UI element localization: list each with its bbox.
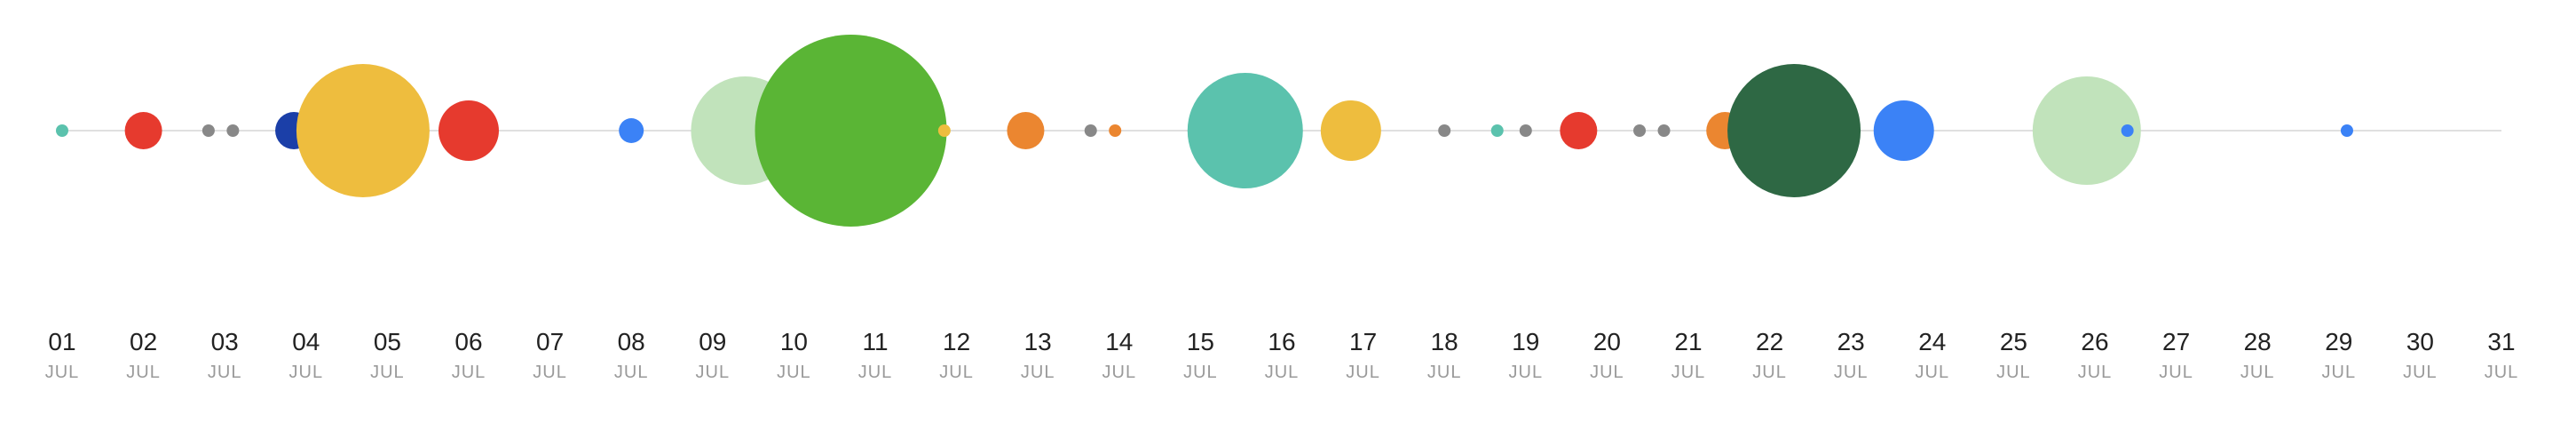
tick-month-label: JUL — [1834, 363, 1869, 382]
bubble-point — [201, 124, 215, 137]
bubble-point — [124, 112, 162, 149]
tick-month-label: JUL — [2403, 363, 2438, 382]
tick-month-label: JUL — [939, 363, 974, 382]
tick-day-label: 19 — [1512, 328, 1539, 355]
tick-month-label: JUL — [1509, 363, 1544, 382]
tick-day-label: 15 — [1187, 328, 1214, 355]
tick-month-label: JUL — [1102, 363, 1137, 382]
bubble-point — [2032, 76, 2141, 185]
tick-day-label: 14 — [1105, 328, 1133, 355]
tick-day-label: 03 — [211, 328, 239, 355]
tick-month-label: JUL — [2159, 363, 2193, 382]
tick-day-label: 02 — [130, 328, 157, 355]
tick-month-label: JUL — [2240, 363, 2275, 382]
tick-day-label: 17 — [1349, 328, 1377, 355]
tick-month-label: JUL — [208, 363, 242, 382]
bubble-point — [1007, 112, 1045, 149]
bubble-point — [937, 124, 951, 137]
tick-day-label: 28 — [2244, 328, 2272, 355]
bubble-point — [755, 35, 947, 227]
tick-month-label: JUL — [533, 363, 567, 382]
bubble-group — [56, 35, 2353, 227]
tick-day-label: 10 — [780, 328, 808, 355]
tick-month-label: JUL — [2485, 363, 2519, 382]
tick-month-label: JUL — [2322, 363, 2357, 382]
tick-month-label: JUL — [1183, 363, 1218, 382]
tick-day-label: 01 — [48, 328, 75, 355]
tick-month-label: JUL — [1916, 363, 1950, 382]
bubble-point — [1320, 100, 1381, 161]
bubble-point — [1109, 124, 1122, 137]
tick-day-label: 09 — [699, 328, 726, 355]
tick-day-label: 06 — [454, 328, 482, 355]
bubble-point — [296, 64, 430, 197]
tick-day-label: 20 — [1593, 328, 1621, 355]
tick-day-label: 07 — [536, 328, 564, 355]
tick-day-label: 26 — [2081, 328, 2108, 355]
tick-day-label: 29 — [2325, 328, 2352, 355]
bubble-point — [1727, 64, 1861, 197]
tick-month-label: JUL — [45, 363, 80, 382]
bubble-point — [1657, 124, 1671, 137]
tick-month-label: JUL — [1590, 363, 1624, 382]
bubble-point — [439, 100, 499, 161]
tick-month-label: JUL — [696, 363, 731, 382]
bubble-point — [1633, 124, 1647, 137]
bubble-point — [56, 124, 68, 137]
bubble-point — [1187, 73, 1303, 188]
tick-month-label: JUL — [777, 363, 811, 382]
tick-day-label: 31 — [2487, 328, 2515, 355]
bubble-point — [1490, 124, 1504, 137]
bubble-point — [619, 118, 644, 143]
tick-month-label: JUL — [1427, 363, 1462, 382]
tick-month-label: JUL — [1021, 363, 1055, 382]
tick-day-label: 12 — [943, 328, 970, 355]
tick-day-label: 08 — [618, 328, 645, 355]
tick-day-label: 18 — [1431, 328, 1458, 355]
bubble-point — [226, 124, 240, 137]
tick-day-label: 21 — [1674, 328, 1702, 355]
tick-month-label: JUL — [1996, 363, 2031, 382]
tick-day-label: 23 — [1837, 328, 1865, 355]
tick-day-label: 04 — [292, 328, 320, 355]
tick-day-label: 16 — [1268, 328, 1295, 355]
tick-day-label: 24 — [1918, 328, 1946, 355]
bubble-point — [2340, 124, 2353, 137]
tick-day-label: 22 — [1756, 328, 1783, 355]
bubble-point — [1438, 124, 1451, 137]
tick-month-label: JUL — [1265, 363, 1300, 382]
bubble-point — [2121, 124, 2134, 137]
tick-month-label: JUL — [2078, 363, 2113, 382]
tick-month-label: JUL — [1752, 363, 1787, 382]
bubble-point — [1873, 100, 1934, 161]
tick-month-label: JUL — [1671, 363, 1706, 382]
tick-month-label: JUL — [858, 363, 893, 382]
bubble-point — [1519, 124, 1532, 137]
tick-month-label: JUL — [126, 363, 161, 382]
tick-month-label: JUL — [1346, 363, 1380, 382]
bubble-point — [1084, 124, 1097, 137]
date-tick-labels: 01 JUL 02 JUL 03 JUL 04 JUL 05 JUL 06 JUL 07 JUL 08 JUL… — [45, 328, 2519, 382]
bubble-point — [1560, 112, 1598, 149]
tick-month-label: JUL — [452, 363, 486, 382]
tick-day-label: 30 — [2406, 328, 2434, 355]
tick-day-label: 05 — [374, 328, 401, 355]
tick-day-label: 11 — [862, 328, 888, 355]
tick-month-label: JUL — [370, 363, 405, 382]
tick-month-label: JUL — [614, 363, 649, 382]
tick-day-label: 13 — [1024, 328, 1052, 355]
tick-month-label: JUL — [289, 363, 324, 382]
tick-day-label: 27 — [2162, 328, 2190, 355]
tick-day-label: 25 — [2000, 328, 2027, 355]
